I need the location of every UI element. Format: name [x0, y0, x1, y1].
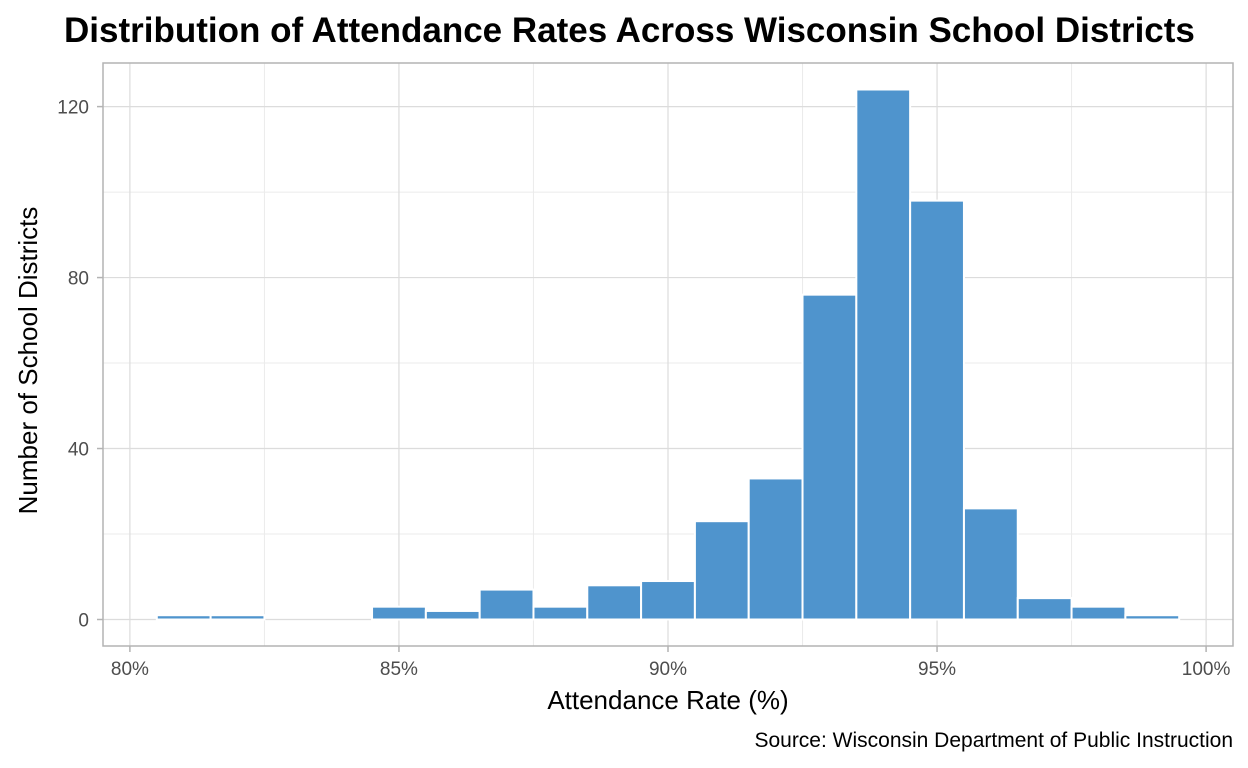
x-tick-label: 95%: [918, 659, 956, 680]
x-axis-ticks: 80% 85% 90% 95% 100%: [111, 646, 1231, 680]
y-axis-title: Number of School Districts: [13, 207, 43, 515]
histogram-bar: [640, 580, 696, 621]
x-tick-label: 85%: [380, 659, 418, 680]
histogram-bar: [909, 199, 965, 621]
histogram-bar: [962, 507, 1019, 621]
histogram-bar: [586, 584, 643, 621]
histogram-bar: [532, 605, 589, 621]
histogram-bar: [1124, 614, 1181, 621]
x-tick-label: 80%: [111, 659, 149, 680]
histogram-bar: [478, 588, 535, 621]
x-axis-title: Attendance Rate (%): [547, 685, 788, 715]
histogram-bar: [209, 614, 266, 621]
chart-title: Distribution of Attendance Rates Across …: [64, 11, 1195, 50]
histogram-bar: [801, 293, 858, 621]
histogram-bars: [155, 88, 1181, 621]
gridlines: [103, 63, 1233, 646]
y-tick-label: 120: [57, 98, 89, 119]
y-axis-ticks: 0 40 80 120: [57, 98, 103, 632]
source-caption: Source: Wisconsin Department of Public I…: [754, 729, 1233, 752]
histogram-bar: [1016, 597, 1073, 621]
histogram-bar: [424, 609, 481, 621]
histogram-bar: [1070, 605, 1127, 621]
x-tick-label: 100%: [1182, 659, 1231, 680]
histogram-bar: [747, 477, 804, 621]
histogram-bar: [693, 520, 750, 621]
y-tick-label: 40: [68, 440, 89, 461]
y-tick-label: 0: [78, 611, 89, 632]
histogram-bar: [155, 614, 212, 621]
x-tick-label: 90%: [649, 659, 687, 680]
y-tick-label: 80: [68, 269, 89, 290]
histogram-bar: [371, 605, 427, 621]
histogram-bar: [855, 88, 912, 621]
